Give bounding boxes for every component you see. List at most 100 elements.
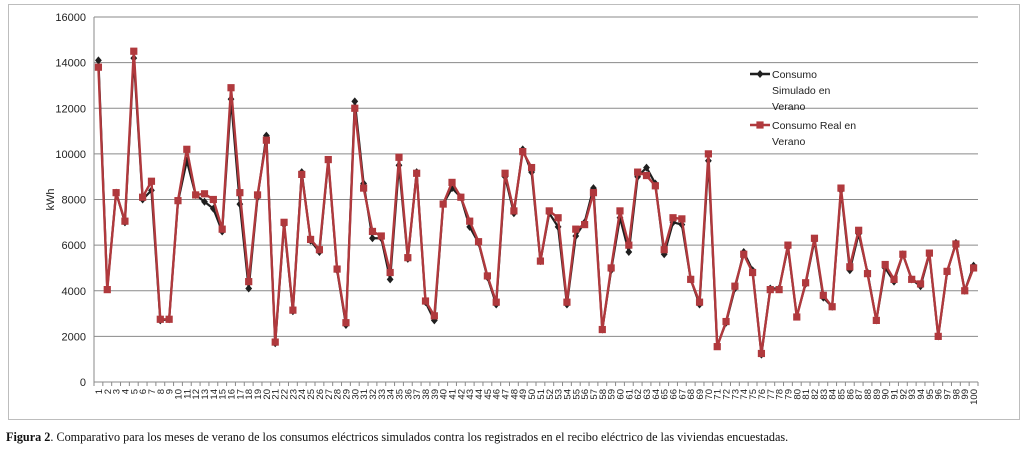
x-tick-label: 43 [465, 389, 476, 400]
x-tick-label: 65 [660, 389, 671, 400]
x-tick-label: 10 [173, 389, 184, 400]
data-point [377, 232, 385, 240]
data-point [740, 250, 748, 258]
data-point [916, 280, 925, 288]
axes [93, 17, 979, 386]
data-point [802, 279, 810, 287]
x-tick-label: 20 [262, 389, 273, 400]
data-point [554, 214, 562, 222]
data-point [748, 268, 757, 277]
data-point [466, 217, 474, 225]
x-tick-label: 89 [872, 389, 883, 400]
data-point [95, 56, 102, 65]
x-tick-label: 99 [960, 389, 971, 400]
x-tick-label: 54 [562, 389, 573, 400]
data-point [112, 189, 120, 197]
x-tick-label: 9 [165, 389, 176, 394]
x-tick-label: 31 [359, 389, 370, 400]
x-tick-label: 96 [934, 389, 945, 400]
data-point [961, 287, 969, 295]
data-point [952, 240, 960, 248]
x-tick-label: 84 [828, 389, 839, 400]
data-point [298, 170, 306, 179]
data-point [872, 316, 880, 325]
data-point [775, 286, 783, 294]
data-point [651, 182, 659, 190]
x-tick-label: 92 [898, 389, 909, 400]
y-tick-label: 12000 [55, 103, 86, 115]
data-point [280, 218, 288, 226]
x-tick-label: 44 [474, 389, 485, 400]
data-point [625, 247, 633, 256]
data-point [810, 234, 819, 242]
x-tick-label: 21 [271, 389, 282, 400]
x-tick-label: 2 [103, 389, 114, 394]
y-axis-title: kWh [45, 189, 57, 211]
data-point [925, 249, 933, 257]
data-point [846, 263, 854, 271]
data-point [519, 147, 527, 156]
x-tick-label: 1 [94, 389, 105, 394]
data-point [757, 349, 766, 358]
data-point [395, 153, 403, 161]
x-tick-label: 16 [227, 389, 238, 400]
data-point [669, 214, 677, 222]
y-tick-label: 6000 [62, 240, 86, 252]
data-point [439, 200, 447, 208]
data-point [342, 319, 350, 327]
data-point [527, 163, 536, 172]
data-point [351, 97, 359, 106]
data-point [94, 63, 103, 71]
data-point [368, 227, 377, 236]
data-point [713, 343, 721, 351]
x-tick-label: 74 [739, 389, 750, 400]
y-tick-label: 8000 [62, 195, 86, 207]
data-point [262, 136, 270, 144]
y-tick-labels: 0 2000 4000 6000 8000 10000 12000 14000 16000 [55, 12, 86, 389]
x-tick-label: 57 [589, 389, 600, 400]
x-tick-label: 94 [916, 389, 927, 400]
data-point [934, 332, 942, 340]
data-point [130, 47, 138, 55]
data-point [483, 272, 491, 280]
data-point [448, 178, 456, 186]
y-tick-label: 4000 [62, 286, 86, 298]
data-point [536, 257, 545, 265]
data-point [943, 267, 951, 275]
x-tick-label: 64 [651, 389, 662, 400]
data-point [969, 264, 978, 272]
x-tick-label: 81 [801, 389, 812, 400]
data-point [289, 306, 297, 314]
figure-caption: Figura 2. Comparativo para los meses de … [6, 430, 1022, 445]
data-point [306, 235, 315, 244]
x-tick-label: 23 [288, 389, 299, 400]
x-tick-label: 37 [412, 389, 423, 400]
legend-label: Consumo Real en [772, 120, 856, 132]
x-tick-label: 83 [819, 389, 830, 400]
y-tick-label: 16000 [55, 12, 86, 24]
x-tick-label: 87 [854, 389, 865, 400]
legend-item: Consumo Simulado en Verano [750, 69, 831, 113]
y-tick-label: 2000 [62, 331, 86, 343]
data-point [784, 241, 792, 249]
x-tick-label: 32 [368, 389, 379, 400]
data-point [404, 254, 412, 262]
data-point [731, 282, 739, 290]
x-tick-label: 39 [430, 389, 441, 400]
x-tick-label: 50 [527, 389, 538, 400]
x-tick-label: 68 [686, 389, 697, 400]
x-tick-label: 70 [704, 389, 715, 400]
x-tick-label: 34 [386, 389, 397, 400]
legend-item: Consumo Real en Verano [750, 120, 856, 148]
x-tick-label: 56 [580, 389, 591, 400]
x-tick-label: 48 [509, 389, 520, 400]
data-point [863, 270, 872, 278]
x-tick-label: 14 [209, 389, 220, 400]
x-tick-label: 4 [120, 389, 131, 394]
x-tick-label: 91 [890, 389, 901, 400]
x-tick-label: 95 [925, 389, 936, 400]
data-point [430, 312, 438, 320]
data-point [245, 278, 253, 286]
data-point [908, 275, 916, 283]
x-tick-label: 35 [394, 389, 405, 400]
